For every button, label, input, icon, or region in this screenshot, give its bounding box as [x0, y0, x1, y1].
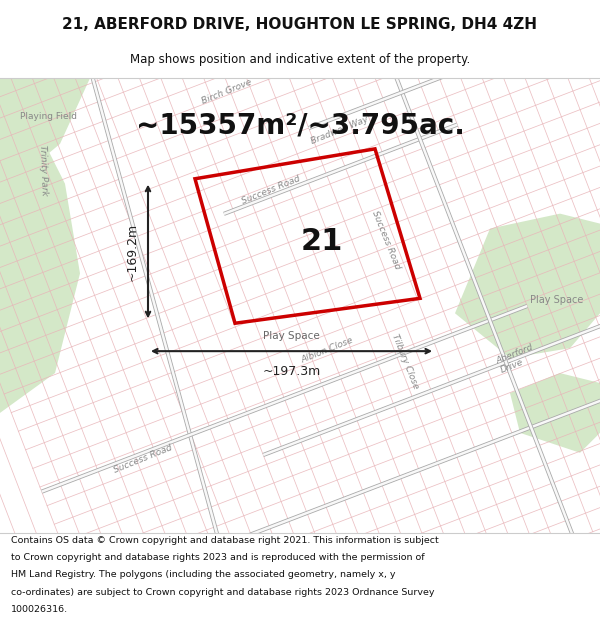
- Text: Birch Grove: Birch Grove: [200, 78, 253, 106]
- Text: Albion Close: Albion Close: [300, 336, 355, 365]
- Polygon shape: [0, 78, 90, 194]
- Text: Success Road: Success Road: [112, 443, 173, 475]
- Text: co-ordinates) are subject to Crown copyright and database rights 2023 Ordnance S: co-ordinates) are subject to Crown copyr…: [11, 588, 434, 596]
- Text: HM Land Registry. The polygons (including the associated geometry, namely x, y: HM Land Registry. The polygons (includin…: [11, 571, 395, 579]
- Text: Play Space: Play Space: [530, 296, 583, 306]
- Text: 21, ABERFORD DRIVE, HOUGHTON LE SPRING, DH4 4ZH: 21, ABERFORD DRIVE, HOUGHTON LE SPRING, …: [62, 17, 538, 32]
- Text: Tilbury Close: Tilbury Close: [390, 332, 420, 390]
- Text: Contains OS data © Crown copyright and database right 2021. This information is : Contains OS data © Crown copyright and d…: [11, 536, 439, 545]
- Text: Aberford
Drive: Aberford Drive: [495, 342, 539, 375]
- Text: Success Road: Success Road: [370, 209, 402, 271]
- Text: Bradwell Way: Bradwell Way: [310, 114, 370, 146]
- Text: Success Road: Success Road: [240, 174, 301, 206]
- Text: Playing Field: Playing Field: [20, 112, 77, 121]
- Text: Play Space: Play Space: [263, 331, 320, 341]
- Text: 100026316.: 100026316.: [11, 604, 68, 614]
- Text: Map shows position and indicative extent of the property.: Map shows position and indicative extent…: [130, 53, 470, 66]
- Text: ~197.3m: ~197.3m: [262, 365, 320, 378]
- Text: ~15357m²/~3.795ac.: ~15357m²/~3.795ac.: [136, 112, 464, 140]
- Text: 21: 21: [301, 227, 343, 256]
- Text: Trinity Park: Trinity Park: [38, 144, 49, 196]
- Polygon shape: [0, 94, 80, 413]
- Polygon shape: [455, 214, 600, 358]
- Polygon shape: [510, 373, 600, 452]
- Text: ~169.2m: ~169.2m: [125, 222, 139, 281]
- Text: to Crown copyright and database rights 2023 and is reproduced with the permissio: to Crown copyright and database rights 2…: [11, 553, 424, 562]
